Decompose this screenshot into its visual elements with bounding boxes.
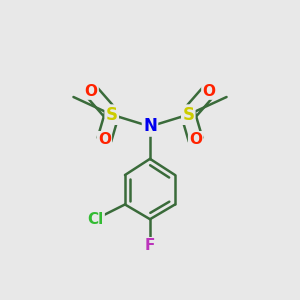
Text: O: O xyxy=(189,132,202,147)
Text: O: O xyxy=(202,84,215,99)
Text: S: S xyxy=(106,106,118,124)
Text: N: N xyxy=(143,117,157,135)
Text: Cl: Cl xyxy=(87,212,104,227)
Text: F: F xyxy=(145,238,155,253)
Text: O: O xyxy=(85,84,98,99)
Text: O: O xyxy=(98,132,111,147)
Text: S: S xyxy=(182,106,194,124)
